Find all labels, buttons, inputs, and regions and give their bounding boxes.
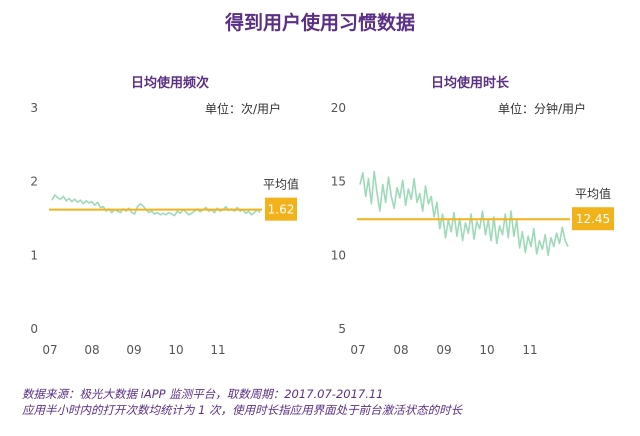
average-label: 平均值 <box>575 186 611 201</box>
average-label: 平均值 <box>263 177 299 192</box>
x-tick-label: 07 <box>350 343 365 357</box>
x-tick-label: 10 <box>168 343 183 357</box>
y-tick-label: 2 <box>30 175 38 189</box>
y-tick-label: 5 <box>338 322 346 336</box>
x-tick-label: 11 <box>210 343 225 357</box>
unit-label-frequency: 单位：次/用户 <box>205 102 282 116</box>
average-value: 1.62 <box>268 203 295 217</box>
unit-label-duration: 单位：分钟/用户 <box>498 102 587 116</box>
average-badge <box>572 207 614 231</box>
x-tick-label: 11 <box>522 343 537 357</box>
y-tick-label: 15 <box>331 175 346 189</box>
x-tick-label: 09 <box>436 343 451 357</box>
average-badge <box>265 197 297 221</box>
chart-title-frequency: 日均使用频次 <box>130 76 209 91</box>
y-tick-label: 20 <box>331 101 346 115</box>
y-tick-label: 10 <box>331 248 346 262</box>
x-tick-label: 08 <box>393 343 408 357</box>
x-tick-label: 07 <box>42 343 57 357</box>
page-title: 得到用户使用习惯数据 <box>224 12 415 34</box>
x-tick-label: 10 <box>479 343 494 357</box>
x-tick-label: 09 <box>126 343 141 357</box>
average-value: 12.45 <box>576 212 610 226</box>
footer-notes: 数据来源：极光大数据 iAPP 监测平台，取数周期：2017.07-2017.1… <box>22 386 462 418</box>
footer-source: 数据来源：极光大数据 iAPP 监测平台，取数周期：2017.07-2017.1… <box>22 387 384 401</box>
chart-title-duration: 日均使用时长 <box>430 76 509 91</box>
x-tick-label: 08 <box>84 343 99 357</box>
y-tick-label: 3 <box>30 101 38 115</box>
series-line <box>359 170 569 257</box>
footer-note: 应用半小时内的打开次数均统计为 1 次，使用时长指应用界面处于前台激活状态的时长 <box>22 403 463 417</box>
y-tick-label: 0 <box>30 322 38 336</box>
series-line <box>51 194 261 217</box>
y-tick-label: 1 <box>30 248 38 262</box>
